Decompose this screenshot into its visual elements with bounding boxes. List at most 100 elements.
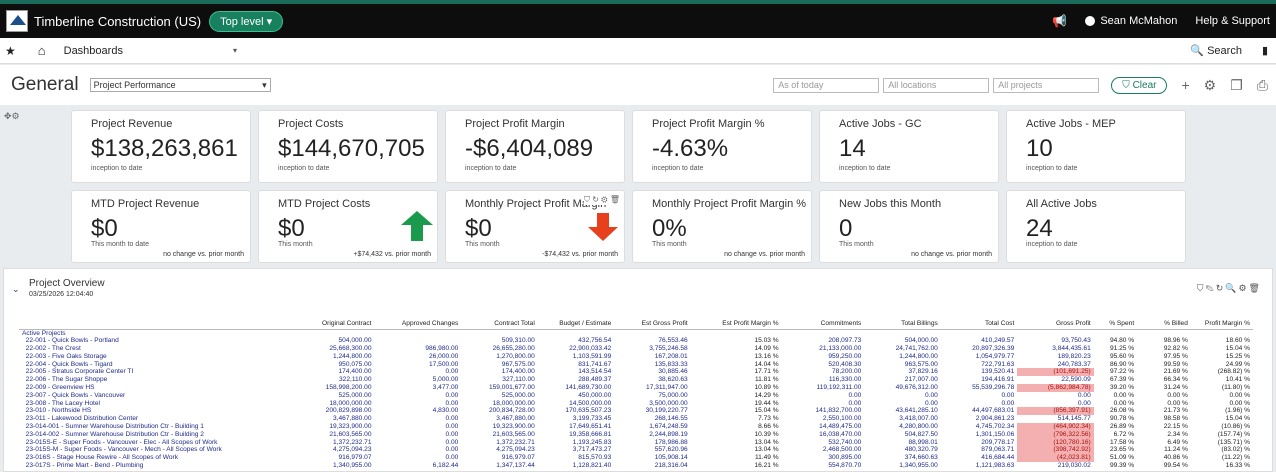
collapse-chevron-icon[interactable]: ⌄ <box>12 284 20 294</box>
add-icon[interactable]: + <box>1181 77 1190 93</box>
star-icon[interactable]: ★ <box>5 43 16 58</box>
kpi-sub: inception to date <box>839 165 891 172</box>
overview-tools[interactable]: ⛉✎↻🔍⚙🗑 <box>1196 283 1262 293</box>
kpi-card-profit-margin-pct[interactable]: Project Profit Margin % -4.63% inception… <box>632 110 812 183</box>
table-row[interactable]: 22-005 - Stratus Corporate Center TI 174,… <box>19 368 1253 377</box>
column-header[interactable]: Original Contract <box>287 319 375 330</box>
project-link[interactable]: 22-003 - Five Oaks Storage <box>22 352 107 360</box>
kpi-card-new-jobs[interactable]: New Jobs this Month 0 This month no chan… <box>819 190 999 263</box>
gear-icon[interactable]: ⚙ <box>1203 76 1217 93</box>
column-header[interactable]: Est Profit Margin % <box>690 319 782 330</box>
column-header[interactable]: Profit Margin % <box>1190 319 1253 330</box>
project-link[interactable]: 23-016S - Stage House Rewire - All Scope… <box>22 454 179 462</box>
kpi-card-mtd-revenue[interactable]: MTD Project Revenue $0 This month to dat… <box>71 190 251 263</box>
projects-filter[interactable]: All projects <box>993 77 1100 93</box>
table-cell: 170,635,507.23 <box>565 407 612 415</box>
column-header[interactable]: Commitments <box>781 319 865 330</box>
search-button[interactable]: 🔍 Search <box>1190 44 1242 57</box>
locations-filter[interactable]: All locations <box>883 77 990 93</box>
nav-bar: ★ ⌂ Dashboards ▾ 🔍 Search ▮ <box>0 38 1276 64</box>
print-icon[interactable]: ⎙ <box>1256 76 1268 93</box>
view-select[interactable]: Project Performance <box>89 78 271 92</box>
kpi-card-project-revenue[interactable]: Project Revenue $138,263,861 inception t… <box>71 110 251 183</box>
user-menu[interactable]: Sean McMahon <box>1085 15 1177 27</box>
bookmark-icon[interactable]: ▮ <box>1261 45 1268 57</box>
column-header[interactable] <box>19 319 288 330</box>
table-cell: (120,780.16) <box>1017 438 1094 447</box>
column-header[interactable]: Budget / Estimate <box>537 319 615 330</box>
kpi-card-monthly-profit-margin-pct[interactable]: Monthly Project Profit Margin % 0% This … <box>632 190 812 263</box>
table-cell: 7.73 % <box>758 415 779 423</box>
table-row[interactable]: 23-016S - Stage House Rewire - All Scope… <box>19 454 1253 463</box>
project-link[interactable]: 23-010 - Northside HS <box>22 407 92 415</box>
clear-button[interactable]: ⛉ Clear <box>1111 76 1168 94</box>
table-row[interactable]: 23-015S-E - Super Foods - Vancouver - El… <box>19 438 1253 447</box>
table-cell: 3,717,473.27 <box>572 446 612 454</box>
project-link[interactable]: 23-015S-E - Super Foods - Vancouver - El… <box>22 438 218 446</box>
project-link[interactable]: 22-002 - The Crest <box>22 345 81 353</box>
table-row[interactable]: 22-002 - The Crest 25,668,300.00 986,980.0… <box>19 345 1253 353</box>
help-link[interactable]: Help & Support <box>1195 15 1270 27</box>
dashboards-menu[interactable]: Dashboards <box>63 44 123 57</box>
column-header[interactable]: Gross Profit <box>1017 319 1094 330</box>
kpi-card-mtd-costs[interactable]: MTD Project Costs $0 This month +$74,432… <box>258 190 438 263</box>
kpi-card-all-active-jobs[interactable]: All Active Jobs 24 inception to date <box>1006 190 1186 263</box>
column-header[interactable]: % Spent <box>1093 319 1138 330</box>
table-cell: (5,862,984.78) <box>1017 384 1094 392</box>
table-row[interactable]: 22-009 - Greenview HS 158,998,200.00 3,477… <box>19 384 1253 392</box>
table-row[interactable]: 23-010 - Northside HS 200,829,898.00 4,830… <box>19 407 1253 416</box>
date-filter[interactable]: As of today <box>773 77 880 93</box>
project-link[interactable]: 23-014-002 - Sumner Warehouse Distributi… <box>22 430 204 438</box>
kpi-card-profit-margin[interactable]: Project Profit Margin -$6,404,089 incept… <box>445 110 625 183</box>
move-icon[interactable]: ✥⚙ <box>4 111 20 121</box>
table-row[interactable]: 23-008 - The Lacey Hotel 18,000,000.00 0.0… <box>19 400 1253 408</box>
table-cell: 5,000.00 <box>432 376 459 384</box>
column-header[interactable]: Contract Total <box>461 319 538 330</box>
project-link[interactable]: 23-014-001 - Sumner Warehouse Distributi… <box>22 423 204 431</box>
company-name[interactable]: Timberline Construction (US) <box>34 13 202 29</box>
kpi-card-project-costs[interactable]: Project Costs $144,670,705 inception to … <box>258 110 438 183</box>
kpi-card-active-jobs-mep[interactable]: Active Jobs - MEP 10 inception to date <box>1006 110 1186 183</box>
company-logo[interactable] <box>6 10 28 32</box>
megaphone-icon[interactable]: 📢 <box>1052 14 1068 28</box>
table-row[interactable]: 23-017S - Prime Mart - Bend - Plumbing 1,… <box>19 462 1253 470</box>
level-selector[interactable]: Top level ▾ <box>209 10 284 32</box>
project-link[interactable]: 23-007 - Quick Bowls - Vancouver <box>22 391 126 399</box>
project-link[interactable]: 23-017S - Prime Mart - Bend - Plumbing <box>22 462 144 470</box>
project-link[interactable]: 22-004 - Quick Bowls - Tigard <box>22 360 113 368</box>
table-row[interactable]: 22-006 - The Sugar Shoppe 322,110.00 5,000… <box>19 376 1253 384</box>
project-link[interactable]: 23-011 - Lakewood Distribution Center <box>22 415 139 423</box>
kpi-title: Project Costs <box>278 118 344 130</box>
table-row[interactable]: 23-011 - Lakewood Distribution Center 3,4… <box>19 415 1253 423</box>
kpi-title: All Active Jobs <box>1026 198 1097 210</box>
table-row[interactable]: 22-004 - Quick Bowls - Tigard 950,075.00 1… <box>19 361 1253 369</box>
table-cell: 10.39 % <box>754 430 779 438</box>
kpi-title: Project Profit Margin <box>465 118 565 130</box>
table-row[interactable]: 22-001 - Quick Bowls - Portland 504,000.0… <box>19 337 1253 345</box>
card-tools[interactable]: ⛉ ↻ ⚙ 🗑 <box>584 195 620 205</box>
column-header[interactable]: Total Billings <box>864 319 941 330</box>
project-link[interactable]: 23-015S-M - Super Foods - Vancouver - Me… <box>22 446 222 454</box>
table-row[interactable]: 23-014-002 - Sumner Warehouse Distributi… <box>19 430 1253 439</box>
copy-icon[interactable]: ❐ <box>1230 76 1243 93</box>
column-header[interactable]: Approved Changes <box>374 319 462 330</box>
kpi-card-active-jobs-gc[interactable]: Active Jobs - GC 14 inception to date <box>819 110 999 183</box>
column-header[interactable]: Est Gross Profit <box>614 319 691 330</box>
project-link[interactable]: 23-008 - The Lacey Hotel <box>22 399 100 407</box>
table-row[interactable]: 23-007 - Quick Bowls - Vancouver 525,000.… <box>19 392 1253 400</box>
kpi-card-monthly-profit-margin[interactable]: Monthly Project Profit Margin $0 This mo… <box>445 190 625 263</box>
table-cell: 22,590.09 <box>1061 376 1091 384</box>
home-icon[interactable]: ⌂ <box>37 43 46 58</box>
table-row[interactable]: 23-015S-M - Super Foods - Vancouver - Me… <box>19 446 1253 455</box>
chevron-down-icon[interactable]: ▾ <box>232 46 237 55</box>
column-header[interactable]: Total Cost <box>940 319 1018 330</box>
project-link[interactable]: 22-005 - Stratus Corporate Center TI <box>22 368 134 376</box>
table-row[interactable]: 22-003 - Five Oaks Storage 1,244,800.00 26… <box>19 353 1253 361</box>
table-row[interactable]: 23-014-001 - Sumner Warehouse Distributi… <box>19 423 1253 431</box>
arrow-up-icon <box>401 211 433 241</box>
column-header[interactable]: % Billed <box>1137 319 1191 330</box>
project-link[interactable]: 22-006 - The Sugar Shoppe <box>22 376 108 384</box>
project-link[interactable]: 22-009 - Greenview HS <box>22 384 95 392</box>
project-link[interactable]: 22-001 - Quick Bowls - Portland <box>22 337 119 345</box>
kpi-change: +$74,432 vs. prior month <box>353 251 431 258</box>
